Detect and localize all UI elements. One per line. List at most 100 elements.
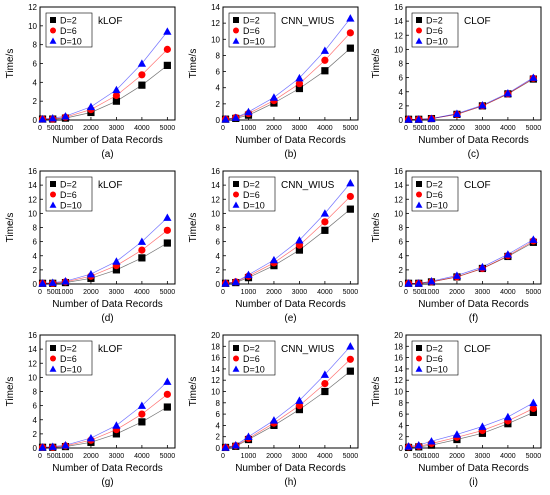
legend-label: D=6 [60,26,77,36]
data-point [321,387,329,396]
x-tick-label: 500 [47,453,59,460]
data-point [138,418,146,426]
x-tick-label: 1000 [241,453,257,460]
data-point [346,14,355,22]
data-point [503,89,513,97]
y-tick-label: 8 [216,224,221,233]
legend-marker [49,201,57,208]
data-point [404,115,413,123]
x-tick-label: 5000 [343,453,359,460]
y-tick-label: 6 [33,60,38,69]
y-tick-label: 8 [216,399,221,408]
x-tick-label: 3000 [475,125,491,132]
x-axis-label: Number of Data Records [235,135,346,146]
data-point [503,250,513,258]
series-line [408,402,534,447]
chart-panel: 0 2 4 6 8 10 12 14 16 0 500 1000 2000 3000 4000 5000 Num… [371,167,542,324]
x-tick-label: 3000 [109,289,125,296]
data-point [112,257,121,265]
y-tick-label: 18 [211,342,220,351]
legend-marker [50,27,56,34]
data-point [163,213,172,221]
chart-title: CNN_WIUS [281,344,335,355]
chart-title: CLOF [464,344,491,355]
y-tick-label: 14 [394,181,403,190]
x-tick-label: 500 [47,289,59,296]
series-line [408,78,534,120]
x-tick-label: 0 [221,125,225,132]
x-tick-label: 0 [404,125,408,132]
x-tick-label: 5000 [160,453,176,460]
legend-marker [50,191,56,198]
y-axis-label: Time/s [188,213,199,243]
y-tick-label: 6 [216,238,221,247]
y-tick-label: 14 [28,345,37,354]
chart-panel: 0 2 4 6 8 10 12 14 16 18 20 0 1000 2000 3000 4000 5000 Nu… [188,331,359,488]
y-tick-label: 16 [211,167,220,176]
panel-caption: (c) [468,149,480,160]
series-line [225,47,351,120]
y-tick-label: 8 [399,224,404,233]
y-tick-label: 10 [211,209,220,218]
x-tick-label: 500 [413,125,425,132]
x-tick-label: 3000 [475,453,491,460]
legend-marker [50,17,56,23]
legend-marker [416,181,422,187]
x-tick-label: 5000 [526,453,542,460]
series-line [42,65,168,120]
legend-marker [416,191,422,198]
y-tick-label: 16 [28,167,37,176]
chart-title: CLOF [464,16,491,27]
panel-caption: (g) [101,477,113,488]
y-tick-label: 2 [33,266,38,275]
legend-label: D=2 [426,16,443,26]
x-tick-label: 0 [404,453,408,460]
chart-title: CNN_WIUS [281,16,335,27]
y-tick-label: 14 [211,365,220,374]
y-tick-label: 0 [399,444,404,453]
data-point [61,112,70,120]
y-tick-label: 16 [394,167,403,176]
data-point [163,239,171,247]
data-point [231,441,240,449]
data-point [48,278,57,286]
series-line [408,241,534,284]
chart-panel: 0 2 4 6 8 10 12 14 16 0 500 1000 2000 3000 4000 5000 Num… [5,331,176,488]
y-tick-label: 12 [211,195,220,204]
y-tick-label: 6 [399,238,404,247]
y-tick-label: 16 [394,3,403,12]
data-point [478,262,487,271]
x-tick-label: 2000 [449,453,465,460]
y-tick-label: 2 [33,430,38,439]
legend-marker [415,37,423,44]
chart-title: CNN_WIUS [281,180,335,191]
data-point [295,73,304,82]
x-tick-label: 1000 [424,125,440,132]
data-point [138,81,146,89]
legend: D=2D=6D=10 [228,12,276,48]
y-tick-label: 0 [399,116,404,125]
legend: D=2D=6D=10 [228,176,276,212]
chart-panel: 0 2 4 6 8 10 12 0 500 1000 2000 3000 4000 5000 Number … [5,3,176,160]
data-point [320,46,330,54]
data-point [295,84,304,93]
x-axis-label: Number of Data Records [235,299,346,310]
x-tick-label: 3000 [109,125,125,132]
y-tick-label: 4 [216,252,221,261]
x-tick-label: 3000 [292,453,308,460]
x-tick-label: 0 [221,289,225,296]
chart-title: CLOF [464,180,491,191]
y-tick-label: 14 [211,3,220,12]
legend-marker [416,27,422,34]
legend-label: D=2 [60,344,77,354]
data-point [452,430,462,438]
data-point [269,255,279,264]
x-axis-label: Number of Data Records [52,463,163,474]
data-point [163,45,171,53]
chart-title: kLOF [98,344,122,355]
legend-label: D=10 [243,201,265,211]
legend-marker [416,345,422,351]
data-point [346,367,354,375]
y-axis-label: Time/s [5,49,16,79]
data-point [221,443,230,451]
